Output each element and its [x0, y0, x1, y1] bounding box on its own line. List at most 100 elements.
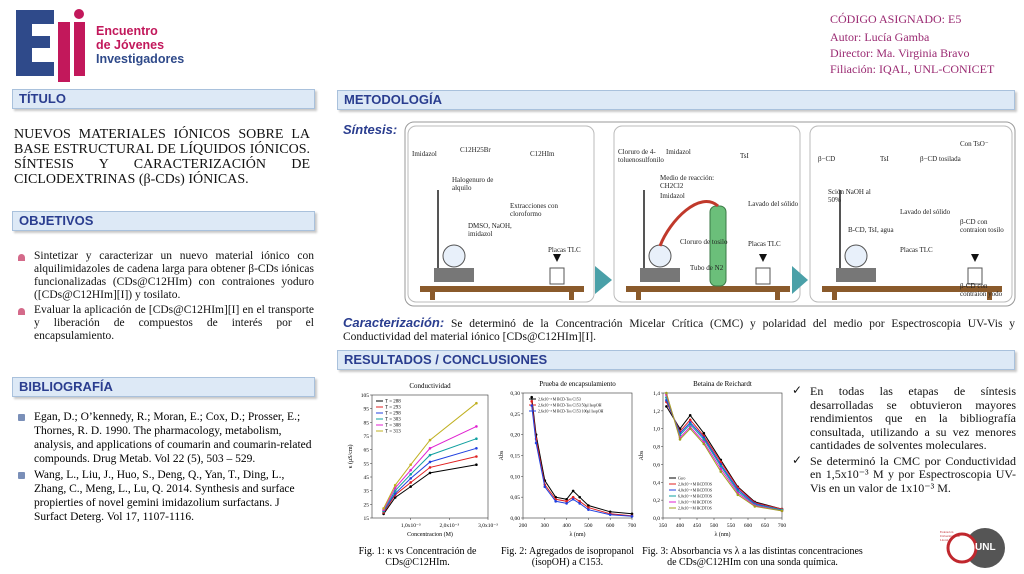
y-tick-label: 0,00 — [510, 516, 520, 522]
bench — [822, 286, 1002, 292]
plot-frame — [371, 394, 489, 519]
data-point — [543, 485, 547, 489]
logo-mark — [32, 62, 54, 76]
x-axis-label: λ (nm) — [569, 531, 585, 538]
diagram-label: Tubo de N2 — [690, 264, 724, 272]
x-tick-label: 500 — [710, 523, 719, 529]
diagram-label: C12HIm — [530, 150, 555, 158]
data-point — [688, 421, 692, 424]
tlc — [755, 267, 771, 285]
legend-label: Cero — [678, 477, 685, 481]
data-point — [428, 471, 432, 475]
y-tick-label: 25 — [364, 502, 370, 508]
diagram-label: Cloruro de 4-toluenosulfonilo — [618, 148, 664, 164]
data-point — [565, 500, 568, 503]
data-point — [530, 404, 534, 407]
figure-caption: Fig. 1: κ vs Concentración de CDs@C12HIm… — [358, 546, 477, 568]
list-item: Wang, L., Liu, J., Huo, S., Deng, Q., Ya… — [14, 468, 314, 524]
author: Autor: Lucía Gamba — [830, 30, 930, 44]
list-item: Sintetizar y caracterizar un nuevo mater… — [14, 250, 314, 302]
fed-text: Federación Universitaria del Litoral — [940, 530, 961, 542]
logo-mark — [32, 36, 50, 48]
panel — [613, 125, 801, 303]
y-tick-label: 1,2 — [653, 409, 660, 415]
bibliography-list: Egan, D.; O’kennedy, R.; Moran, E.; Cox,… — [14, 410, 314, 526]
data-point — [688, 418, 692, 422]
diagram-label: Halogenuro de alquilo — [452, 176, 494, 192]
x-tick-label: 2,0x10⁻³ — [439, 523, 459, 529]
diagram-label: Placas TLC — [748, 240, 781, 248]
data-point — [587, 508, 590, 511]
characterization: Caracterización: Se determinó de la Conc… — [343, 315, 1015, 344]
y-axis-label: Abs — [639, 450, 645, 460]
logo-text: Encuentro de Jóvenes Investigadores — [96, 24, 184, 66]
y-tick-label: 75 — [364, 434, 370, 440]
x-tick-label: 550 — [727, 523, 736, 529]
legend-label: 1,0x10⁻³ M BCDTOS — [678, 501, 712, 506]
diagram-label: β-CD con contraion tosilo — [960, 218, 1004, 234]
bench-leg — [987, 292, 992, 300]
list-item: Egan, D.; O’kennedy, R.; Moran, E.; Cox,… — [14, 410, 314, 466]
diagram-label: Lavado del sólido — [900, 208, 951, 216]
data-point — [565, 502, 568, 505]
legend-label: 4,0x10⁻⁴ M BCDTOS — [678, 489, 712, 494]
legend-label: 2,6x10⁻⁴ M BCD-Tos C153 — [538, 398, 581, 403]
data-point — [409, 477, 412, 480]
data-point — [688, 427, 692, 431]
x-tick-label: 1,0x10⁻³ — [401, 523, 421, 529]
diagram-label: Lavado del sólido — [748, 200, 799, 208]
fed-logo — [946, 532, 978, 564]
arrow — [792, 266, 808, 294]
data-point — [428, 438, 432, 442]
bench — [420, 286, 584, 292]
data-point — [630, 515, 634, 518]
panel — [407, 125, 595, 303]
data-point — [719, 460, 723, 464]
series-line — [531, 401, 633, 517]
characterization-label: Caracterización: — [343, 315, 445, 330]
data-point — [475, 401, 478, 405]
section-heading: METODOLOGÍA — [337, 90, 1015, 110]
data-point — [571, 489, 575, 493]
figure-caption: Fig. 2: Agregados de isopropanol (isopOH… — [500, 546, 635, 568]
diagram-label: Imidazol — [666, 148, 691, 156]
code: CÓDIGO ASIGNADO: E5 — [830, 12, 962, 26]
diagram-label: Con TsO⁻ — [960, 140, 989, 148]
legend-label: T = 308 — [385, 424, 401, 429]
x-tick-label: 300 — [541, 523, 550, 529]
diagram-label: β−CD tosilada — [920, 155, 961, 163]
x-tick-label: 600 — [606, 523, 615, 529]
x-tick-label: 350 — [659, 523, 668, 529]
data-point — [578, 495, 581, 499]
data-point — [534, 441, 538, 445]
flask — [648, 244, 672, 268]
data-point — [587, 504, 590, 507]
data-point — [475, 437, 478, 441]
legend-label: 2,0x10⁻⁴ M BCDTOS — [678, 483, 712, 488]
y-tick-label: 0,25 — [510, 412, 520, 418]
bench-leg — [569, 292, 574, 300]
y-tick-label: 65 — [364, 448, 370, 454]
logo-mark — [32, 10, 54, 24]
y-tick-label: 0,15 — [510, 454, 520, 460]
data-point — [530, 395, 534, 399]
tlc — [549, 267, 565, 285]
figure-caption: Fig. 3: Absorbancia vs λ a las distintas… — [642, 546, 863, 568]
data-point — [428, 453, 432, 457]
data-point — [587, 506, 590, 509]
data-point — [409, 468, 412, 472]
data-point — [530, 400, 534, 403]
hose — [658, 200, 719, 247]
series-line — [531, 405, 633, 517]
x-tick-label: 400 — [676, 523, 685, 529]
unl-text: UNL — [975, 542, 996, 553]
data-point — [409, 472, 412, 476]
data-point — [554, 500, 557, 503]
logo-mark — [58, 22, 70, 82]
bench — [626, 286, 790, 292]
y-tick-label: 35 — [364, 489, 370, 495]
director: Director: Ma. Virginia Bravo — [830, 46, 970, 60]
x-tick-label: 3,0x10⁻³ — [478, 523, 498, 529]
